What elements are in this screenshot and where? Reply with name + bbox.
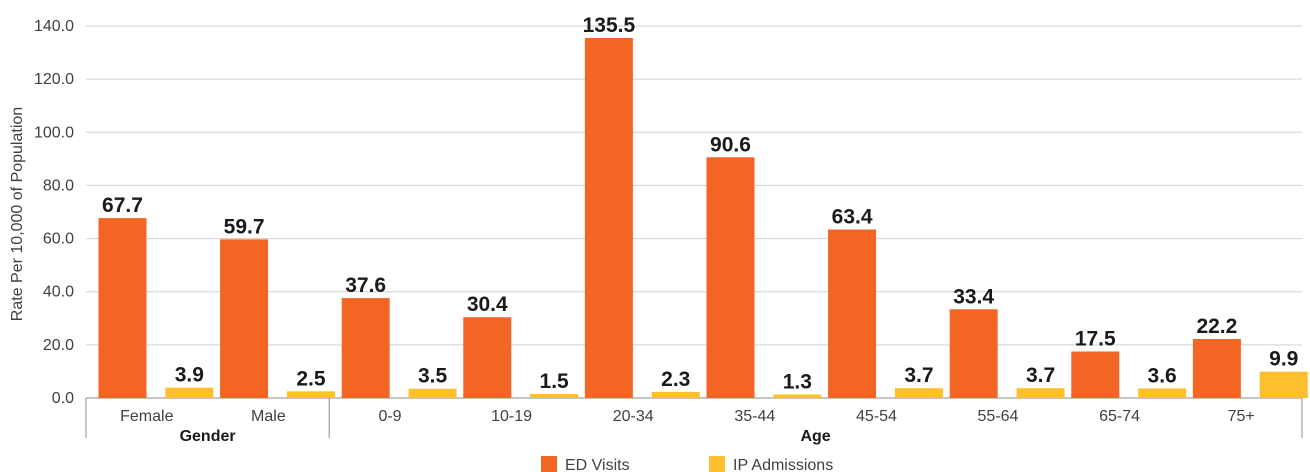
x-tick-label: 55-64	[978, 408, 1019, 425]
data-label: 135.5	[583, 14, 636, 37]
ed-visits-bar	[584, 37, 633, 398]
ip-admissions-bar	[408, 388, 457, 398]
legend: ED Visits IP Admissions	[541, 456, 833, 472]
legend-label: ED Visits	[565, 457, 630, 472]
ed-visits-bar	[706, 157, 755, 398]
data-label: 30.4	[467, 293, 508, 316]
x-tick-label: 35-44	[734, 408, 775, 425]
x-tick-label: Male	[251, 408, 286, 425]
data-label: 3.6	[1148, 364, 1177, 387]
bars	[98, 37, 1308, 398]
y-tick-label: 40.0	[43, 284, 74, 301]
y-axis-title: Rate Per 10,000 of Population	[9, 107, 26, 321]
data-label: 3.7	[1026, 364, 1055, 387]
y-tick-label: 20.0	[43, 337, 74, 354]
ed-visits-bar	[98, 218, 147, 398]
data-label: 3.7	[904, 364, 933, 387]
ed-visits-bar	[463, 317, 512, 398]
data-label: 9.9	[1269, 348, 1298, 371]
y-axis-ticks: 0.0 20.0 40.0 60.0 80.0 100.0 120.0 140.0	[34, 18, 74, 407]
ed-visits-bar	[220, 239, 269, 398]
x-tick-label: 65-74	[1099, 408, 1140, 425]
data-labels: 67.7 59.7 37.6 30.4 135.5 90.6 63.4 33.4 17.5 22.…	[102, 14, 1298, 394]
ip-admissions-bar	[1259, 371, 1308, 398]
x-tick-label: 10-19	[491, 408, 532, 425]
data-label: 90.6	[710, 133, 751, 156]
data-label: 1.5	[540, 370, 570, 393]
ed-visits-bar	[1192, 339, 1241, 398]
x-tick-label: 20-34	[613, 408, 654, 425]
data-label: 22.2	[1196, 315, 1237, 338]
x-tick-label: 75+	[1228, 408, 1255, 425]
y-tick-label: 60.0	[43, 231, 74, 248]
ip-admissions-bar	[1016, 388, 1065, 398]
x-tick-label: Female	[120, 408, 173, 425]
data-label: 33.4	[953, 285, 994, 308]
data-label: 2.3	[661, 368, 690, 391]
ip-admissions-bar	[1138, 388, 1187, 398]
data-label: 17.5	[1075, 328, 1116, 351]
x-tick-label: 45-54	[856, 408, 897, 425]
ip-admissions-bar	[894, 388, 943, 398]
grid-lines	[86, 25, 1302, 399]
y-tick-label: 0.0	[52, 390, 74, 407]
x-group-label: Gender	[180, 428, 236, 445]
ip-admissions-bar	[286, 391, 335, 398]
legend-swatch	[709, 456, 725, 472]
ip-admissions-bar	[165, 387, 214, 398]
data-label: 63.4	[832, 206, 873, 229]
ed-visits-bar	[949, 309, 998, 398]
ip-admissions-bar	[651, 391, 700, 398]
y-tick-label: 120.0	[34, 71, 74, 88]
data-label: 3.5	[418, 365, 448, 388]
ip-admissions-bar	[773, 394, 822, 398]
ip-admissions-bar	[530, 394, 579, 398]
legend-swatch	[541, 456, 557, 472]
data-label: 59.7	[224, 215, 265, 238]
data-label: 3.9	[175, 364, 204, 387]
y-tick-label: 80.0	[43, 177, 74, 194]
data-label: 67.7	[102, 194, 143, 217]
data-label: 2.5	[296, 367, 326, 390]
data-label: 37.6	[345, 274, 386, 297]
x-axis: Female Male 0-9 10-19 20-34 35-44 45-54 55-64 65…	[85, 398, 1303, 445]
ed-visits-bar	[1071, 351, 1120, 398]
ed-visits-bar	[341, 298, 390, 398]
legend-label: IP Admissions	[733, 457, 833, 472]
ed-visits-bar	[828, 229, 877, 398]
data-label: 1.3	[783, 371, 812, 394]
y-tick-label: 140.0	[34, 18, 74, 35]
x-group-label: Age	[800, 428, 830, 445]
x-tick-label: 0-9	[378, 408, 401, 425]
y-tick-label: 100.0	[34, 124, 74, 141]
